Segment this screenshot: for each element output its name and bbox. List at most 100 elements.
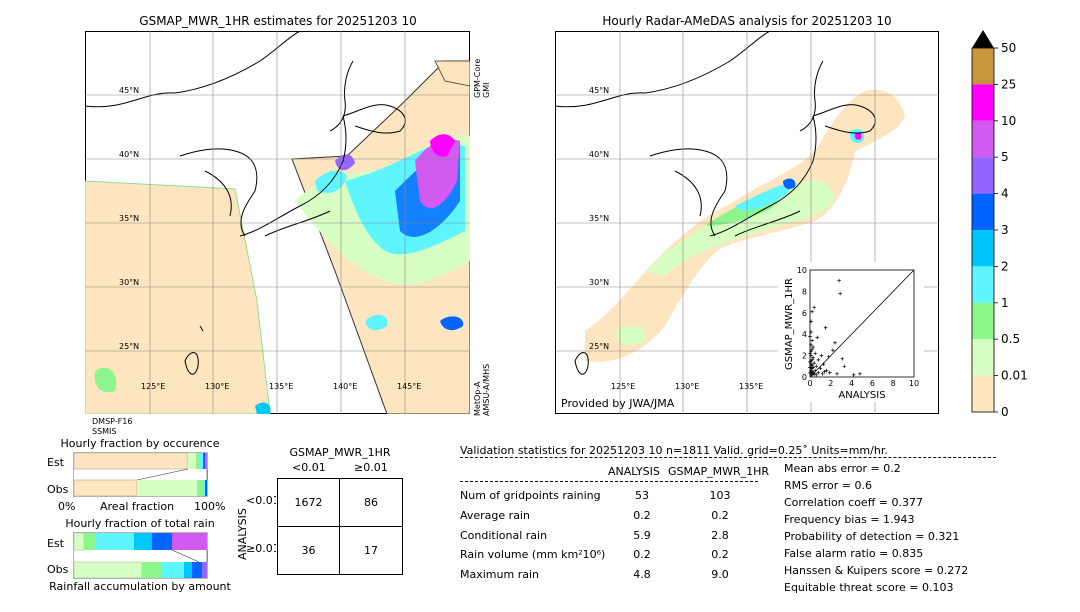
right-lon-label: 135°E bbox=[739, 382, 763, 391]
score-line: Hanssen & Kuipers score = 0.272 bbox=[784, 564, 969, 577]
scatter-point bbox=[837, 278, 841, 283]
colorbar-label: 10 bbox=[1001, 114, 1016, 128]
left-lat-label: 30°N bbox=[119, 278, 139, 287]
scatter-point bbox=[823, 325, 828, 330]
scatter-point bbox=[810, 338, 814, 343]
scatter-point bbox=[816, 370, 821, 375]
scatter-x-tick: 6 bbox=[870, 379, 875, 388]
left-graticule bbox=[85, 31, 470, 414]
score-line: Equitable threat score = 0.103 bbox=[784, 581, 954, 594]
left-coastlines bbox=[85, 31, 406, 375]
scatter-xlabel: ANALYSIS bbox=[838, 390, 885, 401]
left-bottom-label-2: SSMIS bbox=[92, 427, 117, 436]
colorbar-label: 2 bbox=[1001, 259, 1009, 273]
scatter-y-tick: 10 bbox=[797, 266, 807, 275]
scatter-point bbox=[840, 357, 845, 361]
score-line: Mean abs error = 0.2 bbox=[784, 462, 901, 475]
contingency-cell: 86 bbox=[364, 496, 378, 509]
scatter-point bbox=[838, 291, 842, 296]
svg-text:≥0.01: ≥0.01 bbox=[246, 542, 276, 555]
contingency-title: GSMAP_MWR_1HR bbox=[289, 446, 391, 459]
colorbar-label: 25 bbox=[1001, 77, 1016, 91]
right-lat-label: 30°N bbox=[589, 278, 609, 287]
scatter-point bbox=[809, 330, 813, 334]
scatter-y-tick: 6 bbox=[802, 309, 807, 318]
scatter-point bbox=[809, 319, 813, 324]
contingency-col1: <0.01 bbox=[292, 461, 326, 474]
validation-col-analysis: ANALYSIS bbox=[608, 465, 660, 478]
scatter-point bbox=[826, 354, 831, 359]
occurrence-bars bbox=[73, 452, 208, 497]
scatter-point bbox=[809, 349, 813, 354]
validation-row-gsmap: 103 bbox=[709, 489, 731, 502]
scatter-y-tick: 4 bbox=[802, 330, 807, 339]
scatter-point bbox=[810, 373, 814, 377]
scatter-ylabel: GSMAP_MWR_1HR bbox=[784, 278, 795, 370]
occurrence-xmax: 100% bbox=[194, 500, 226, 513]
scatter-point bbox=[816, 358, 821, 362]
scatter-point bbox=[858, 371, 862, 376]
scatter-point bbox=[810, 347, 814, 351]
right-lat-label: 25°N bbox=[589, 342, 609, 351]
colorbar-swatch bbox=[972, 339, 994, 376]
scatter-y-tick: 2 bbox=[802, 352, 807, 361]
validation-row-analysis: 53 bbox=[635, 489, 649, 502]
colorbar-label: 1 bbox=[1001, 296, 1009, 310]
validation-row-gsmap: 0.2 bbox=[711, 548, 729, 561]
occurrence-title: Hourly fraction by occurence bbox=[60, 437, 220, 450]
colorbar-swatch bbox=[972, 120, 994, 158]
svg-text:GPM-Core: GPM-Core bbox=[473, 59, 482, 98]
colorbar-swatch bbox=[972, 84, 994, 121]
right-lon-label: 125°E bbox=[611, 382, 635, 391]
scatter-point bbox=[811, 355, 815, 360]
colorbar-label: 4 bbox=[1001, 187, 1009, 201]
scatter-point bbox=[812, 305, 816, 310]
scatter-point bbox=[809, 343, 813, 347]
contingency-col2: ≥0.01 bbox=[354, 461, 388, 474]
validation-divider bbox=[460, 457, 996, 458]
total-footer: Rainfall accumulation by amount bbox=[49, 580, 231, 593]
colorbar-swatch bbox=[972, 193, 994, 230]
svg-text:AMSU-A/MHS: AMSU-A/MHS bbox=[482, 364, 491, 416]
svg-text:ANALYSIS: ANALYSIS bbox=[236, 508, 249, 560]
right-lon-label: 130°E bbox=[675, 382, 699, 391]
validation-row-label: Maximum rain bbox=[460, 568, 539, 581]
scatter-x-tick: 2 bbox=[828, 379, 833, 388]
scatter-point bbox=[842, 364, 847, 369]
left-lon-label: 145°E bbox=[397, 382, 421, 391]
scatter-point bbox=[810, 363, 814, 368]
validation-row-label: Num of gridpoints raining bbox=[460, 489, 601, 502]
svg-text:GMI: GMI bbox=[482, 83, 491, 98]
validation-col-divider bbox=[460, 481, 758, 482]
svg-text:<0.01: <0.01 bbox=[246, 494, 276, 507]
validation-row-label: Average rain bbox=[460, 509, 530, 522]
scatter-point bbox=[813, 351, 817, 356]
total-row-est: Est bbox=[47, 537, 64, 550]
left-map: 45°N 40°N 35°N 30°N 25°N 125°E 130°E 135… bbox=[85, 31, 470, 414]
contingency-row1: <0.01 bbox=[246, 494, 276, 507]
right-lat-label: 35°N bbox=[589, 214, 609, 223]
colorbar-swatch bbox=[972, 48, 994, 85]
right-map-title: Hourly Radar-AMeDAS analysis for 2025120… bbox=[602, 14, 892, 28]
left-lon-label: 125°E bbox=[141, 382, 165, 391]
scatter-point bbox=[809, 353, 813, 358]
colorbar-swatch bbox=[972, 266, 994, 303]
occurrence-xmid: Areal fraction bbox=[100, 500, 175, 513]
colorbar: 50 25 10 5 4 3 2 1 0.5 0.01 0 bbox=[971, 30, 1028, 419]
scatter-point bbox=[808, 365, 812, 370]
scatter-point bbox=[812, 361, 816, 365]
validation-row-analysis: 0.2 bbox=[633, 548, 651, 561]
contingency-cell: 36 bbox=[301, 544, 316, 557]
colorbar-label: 50 bbox=[1001, 41, 1016, 55]
score-line: RMS error = 0.6 bbox=[784, 479, 872, 492]
scatter-y-tick: 8 bbox=[802, 287, 807, 296]
validation-header: Validation statistics for 20251203 10 n=… bbox=[460, 444, 888, 457]
scatter-point bbox=[851, 373, 856, 377]
scatter-point bbox=[827, 370, 832, 375]
left-lat-label: 45°N bbox=[119, 86, 139, 95]
contingency-row-axis: ANALYSIS bbox=[236, 508, 249, 560]
left-lon-label: 135°E bbox=[269, 382, 293, 391]
scatter-point bbox=[820, 371, 825, 376]
validation-row-gsmap: 0.2 bbox=[711, 509, 729, 522]
colorbar-label: 0.01 bbox=[1001, 369, 1028, 383]
